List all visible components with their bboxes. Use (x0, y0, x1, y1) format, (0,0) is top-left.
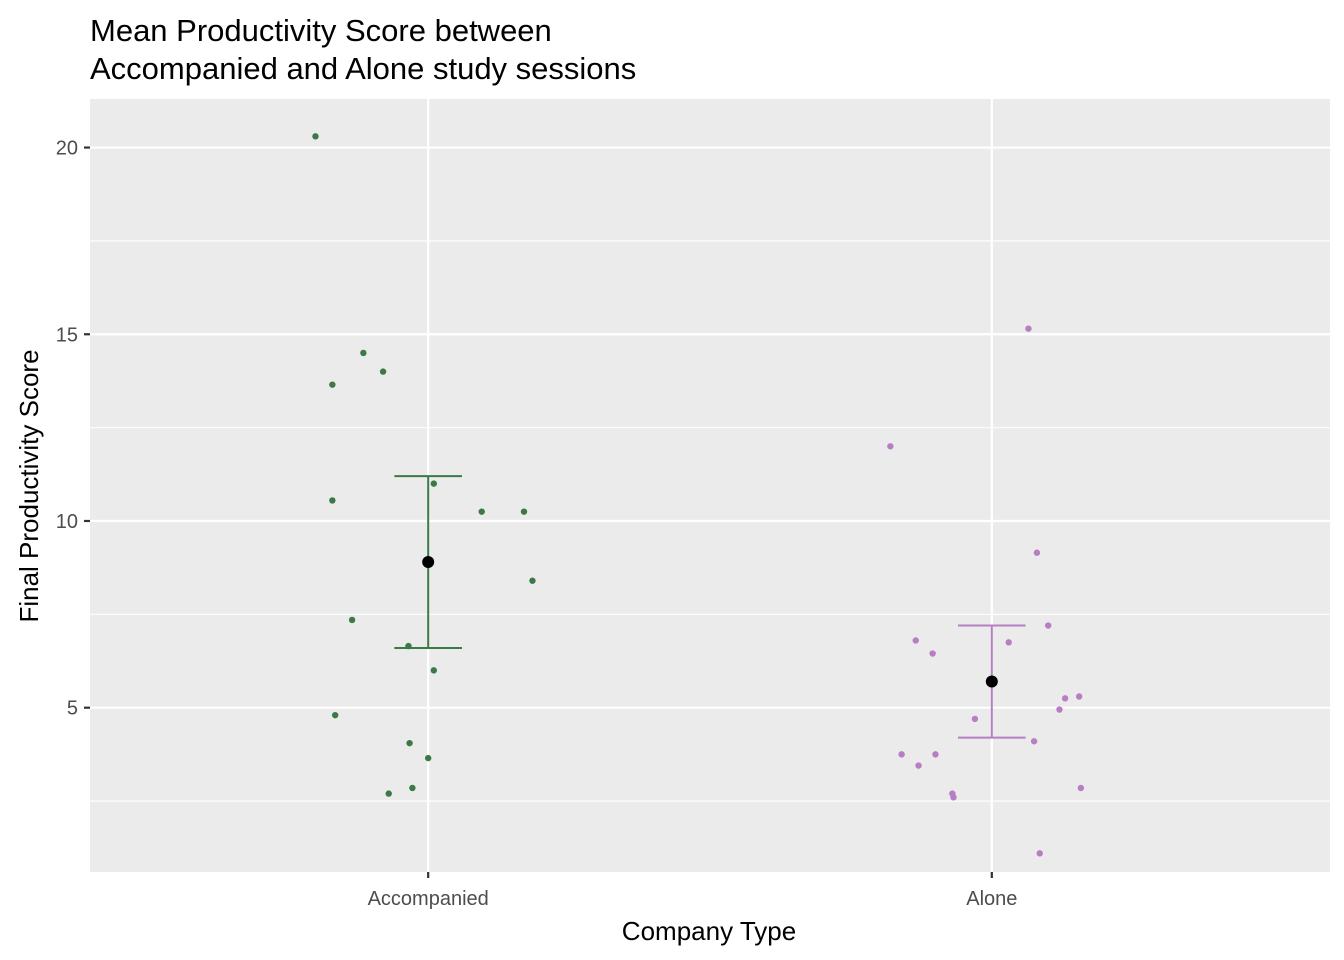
data-point (529, 577, 536, 584)
data-point (1075, 693, 1083, 700)
data-point (1044, 622, 1052, 629)
data-point (1077, 784, 1085, 792)
data-point (329, 381, 336, 388)
data-point (409, 784, 416, 792)
y-tick-label: 15 (56, 324, 78, 346)
data-point (424, 754, 432, 762)
data-point (898, 751, 905, 758)
y-tick-label: 5 (67, 698, 78, 720)
data-point (379, 368, 387, 375)
data-point (1030, 738, 1038, 745)
data-point (929, 650, 936, 657)
x-axis-title: Company Type (622, 916, 796, 946)
data-point (520, 508, 528, 515)
data-point (430, 667, 438, 674)
data-point (385, 790, 392, 797)
data-point (1036, 850, 1043, 857)
data-point (478, 508, 485, 515)
x-tick-label: Alone (966, 888, 1017, 910)
data-point (430, 480, 438, 487)
data-point (360, 349, 367, 357)
mean-point (985, 675, 998, 688)
data-point (1033, 549, 1041, 556)
chart-title-line-1: Mean Productivity Score between (90, 13, 552, 48)
plot-panel (90, 99, 1330, 872)
chart-title-line-2: Accompanied and Alone study sessions (90, 51, 636, 86)
data-point (1005, 639, 1012, 646)
data-point (406, 739, 413, 747)
y-axis-title: Final Productivity Score (14, 349, 44, 622)
data-point (329, 497, 336, 504)
data-point (1056, 706, 1063, 713)
data-point (950, 794, 957, 801)
data-point (312, 133, 319, 140)
x-tick-label: Accompanied (368, 888, 489, 910)
data-point (932, 751, 939, 758)
data-point (1025, 325, 1032, 332)
data-point (1061, 695, 1069, 702)
series-layer (312, 133, 1085, 857)
data-point (887, 443, 894, 450)
data-point (971, 715, 979, 723)
data-point (912, 637, 919, 644)
y-tick-label: 10 (56, 511, 78, 533)
y-tick-label: 20 (56, 138, 78, 160)
data-point (915, 762, 922, 769)
mean-point (422, 556, 435, 569)
axis-layer: 5 10 15 20 Accompanied Alone (56, 138, 1018, 910)
data-point (348, 616, 356, 624)
data-point (331, 711, 339, 719)
